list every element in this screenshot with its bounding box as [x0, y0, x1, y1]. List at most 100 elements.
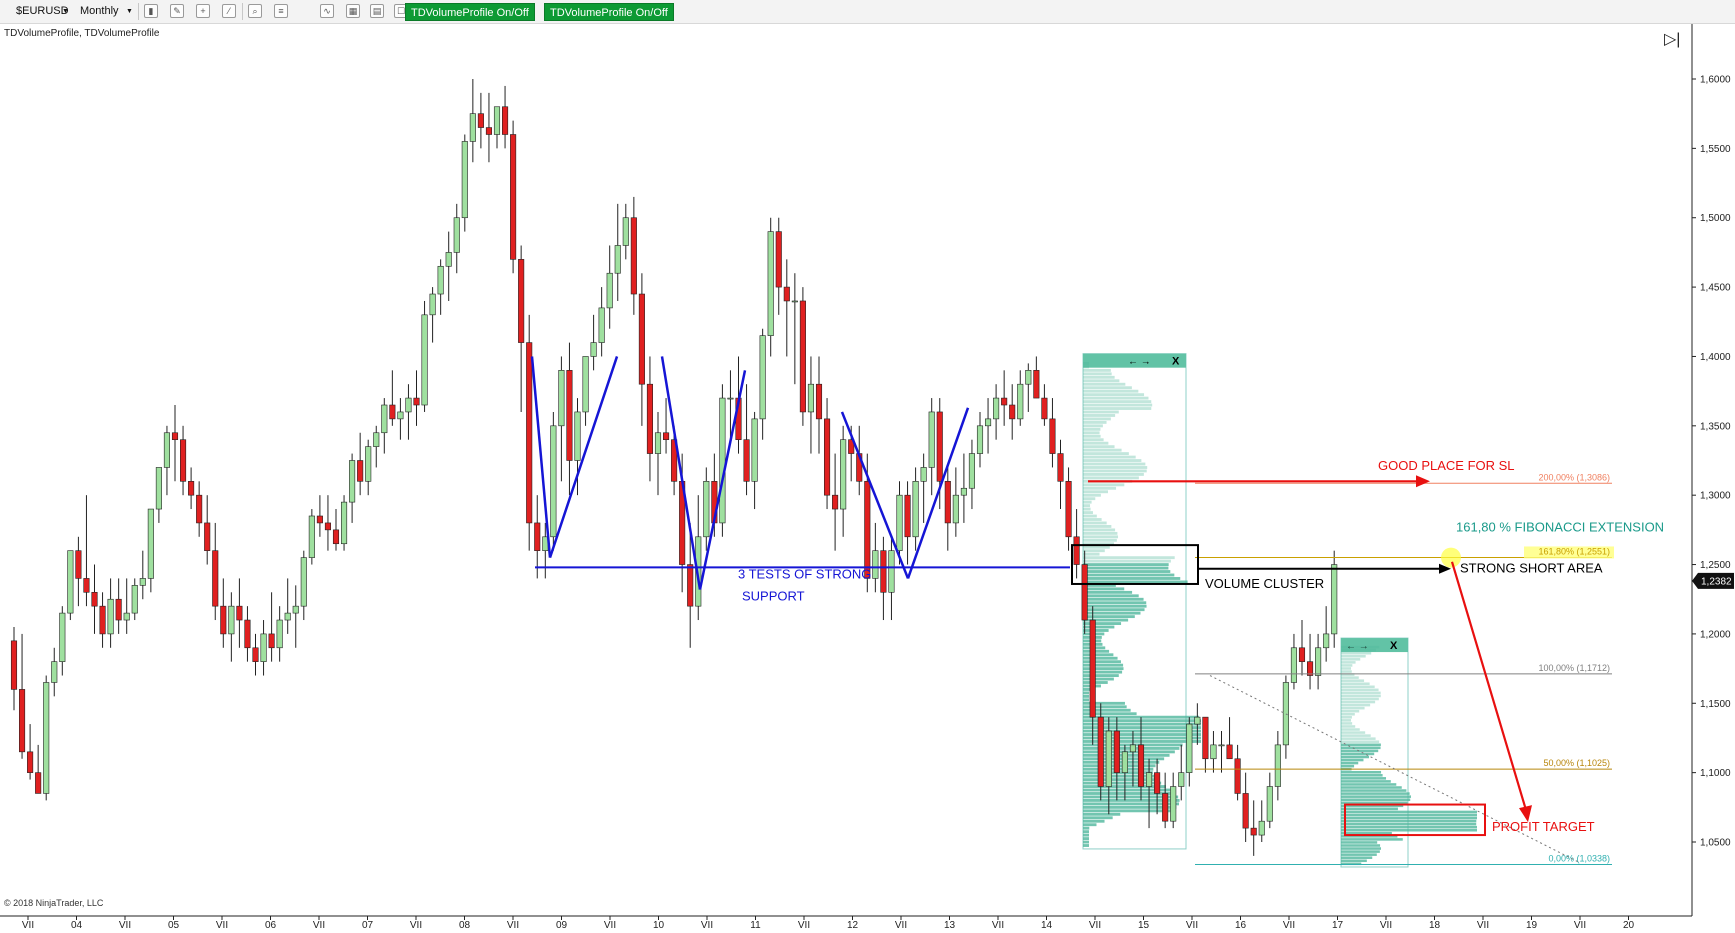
x-tick-label: VII [507, 920, 519, 931]
indicators-icon[interactable]: ∿ [320, 4, 334, 18]
candle-body [1057, 453, 1064, 482]
volume-bar [1083, 719, 1201, 723]
x-tick-label: VII [604, 920, 616, 931]
move-arrows-icon: ← → [1128, 357, 1151, 368]
volume-bar [1083, 545, 1110, 549]
y-tick-label: 1,2000 [1700, 629, 1731, 640]
volume-bar [1083, 649, 1110, 653]
chevron-down-icon[interactable]: ▼ [126, 8, 133, 15]
volume-bar [1083, 701, 1125, 705]
volume-bar [1083, 549, 1105, 553]
draw-tool-icon[interactable]: ⁄ [222, 4, 236, 18]
volume-bar [1083, 504, 1091, 508]
volume-bar [1083, 705, 1127, 709]
volume-bar [1083, 809, 1172, 813]
volume-bar [1083, 722, 1201, 726]
annotations: 200,00% (1,3086) 161,80% (1,2551) 100,00% … [530, 356, 1664, 865]
volume-bar [1083, 837, 1089, 841]
x-tick-label: 11 [750, 920, 761, 931]
candle-body [123, 612, 130, 621]
candle-body [896, 494, 903, 551]
volume-bar [1083, 611, 1141, 615]
volume-profile-toggle-button-2[interactable]: TDVolumeProfile On/Off [544, 3, 674, 21]
chevron-down-icon[interactable]: ▼ [62, 8, 69, 15]
volume-bar [1083, 694, 1089, 698]
volume-bar [1341, 828, 1477, 832]
candle-body [485, 127, 493, 135]
candle-body [1258, 820, 1265, 836]
volume-bar [1083, 462, 1146, 466]
volume-bar [1083, 514, 1097, 518]
volume-bar [1341, 737, 1376, 740]
volume-bar [1341, 664, 1353, 667]
candle-body [453, 217, 460, 253]
x-tick-label: VII [798, 920, 810, 931]
candle-body [815, 383, 823, 420]
crosshair-icon[interactable]: + [196, 4, 210, 18]
volume-bar [1083, 414, 1116, 417]
zoom-icon[interactable]: ⌕ [248, 4, 262, 18]
candle-body [976, 425, 984, 454]
candle-body [1033, 370, 1040, 399]
volume-bar [1083, 781, 1162, 785]
volume-bar [1083, 778, 1158, 782]
volume-bar [1341, 700, 1376, 704]
x-tick-label: VII [119, 920, 131, 931]
properties-icon[interactable]: ≡ [274, 4, 288, 18]
volume-bar [1083, 476, 1139, 480]
candle-body [43, 682, 50, 794]
volume-bar [1083, 577, 1181, 580]
volume-bar [1083, 570, 1171, 573]
toolbar-separator [138, 3, 139, 20]
candle-body [832, 494, 839, 510]
volume-bar [1341, 801, 1408, 805]
candle-body [155, 467, 162, 510]
fib-level-label: 50,00% (1,1025) [1543, 758, 1610, 768]
y-tick-label: 1,1000 [1700, 768, 1731, 779]
window-close-icon: ▷| [1664, 31, 1680, 48]
candle-body [646, 383, 654, 454]
instrument-selector[interactable]: $EURUSD [16, 5, 69, 17]
candle-body [751, 418, 758, 482]
volume-profile-toggle-button[interactable]: TDVolumeProfile On/Off [405, 3, 535, 21]
close-icon: X [1172, 356, 1180, 368]
candle-body [67, 550, 74, 614]
timeframe-selector[interactable]: Monthly [80, 5, 119, 17]
candle-body [437, 265, 444, 295]
volume-bar [1083, 663, 1124, 667]
candle-body [993, 397, 1000, 420]
volume-bar [1341, 859, 1367, 863]
volume-bar [1083, 434, 1101, 438]
candle-body [252, 647, 259, 662]
x-tick-label: VII [22, 920, 34, 931]
sl-arrow-head [1416, 475, 1430, 488]
volume-bar [1341, 679, 1365, 682]
pencil-icon[interactable]: ✎ [170, 4, 184, 18]
volume-bar [1083, 427, 1101, 431]
candle-body [284, 612, 291, 621]
candle-body [944, 481, 951, 524]
volume-bar [1083, 840, 1089, 844]
candle-body [622, 217, 629, 246]
candle-body [1307, 661, 1314, 676]
x-tick-label: 18 [1429, 920, 1441, 931]
y-tick-label: 1,0500 [1700, 838, 1731, 849]
x-tick-label: 16 [1235, 920, 1247, 931]
volume-bar [1341, 673, 1355, 676]
price-chart[interactable]: ← → X ← → X 200,00% (1,3086) 161,80% (1,2551… [0, 24, 1735, 933]
candle-body [1105, 730, 1112, 787]
candle-body [703, 481, 710, 538]
volume-bar [1341, 712, 1355, 716]
volume-bar [1341, 835, 1398, 838]
templates-icon[interactable]: ▤ [370, 4, 384, 18]
volume-bar [1083, 660, 1121, 664]
volume-bar [1341, 703, 1371, 707]
bar-type-icon[interactable]: ▮ [144, 4, 158, 18]
x-tick-label: VII [701, 920, 713, 931]
volume-bar [1341, 761, 1359, 765]
candle-body [244, 619, 251, 649]
volume-bar [1341, 685, 1375, 689]
target-arrow-line [1450, 561, 1528, 811]
strategies-icon[interactable]: ▦ [346, 4, 360, 18]
candle-body [1001, 397, 1008, 406]
